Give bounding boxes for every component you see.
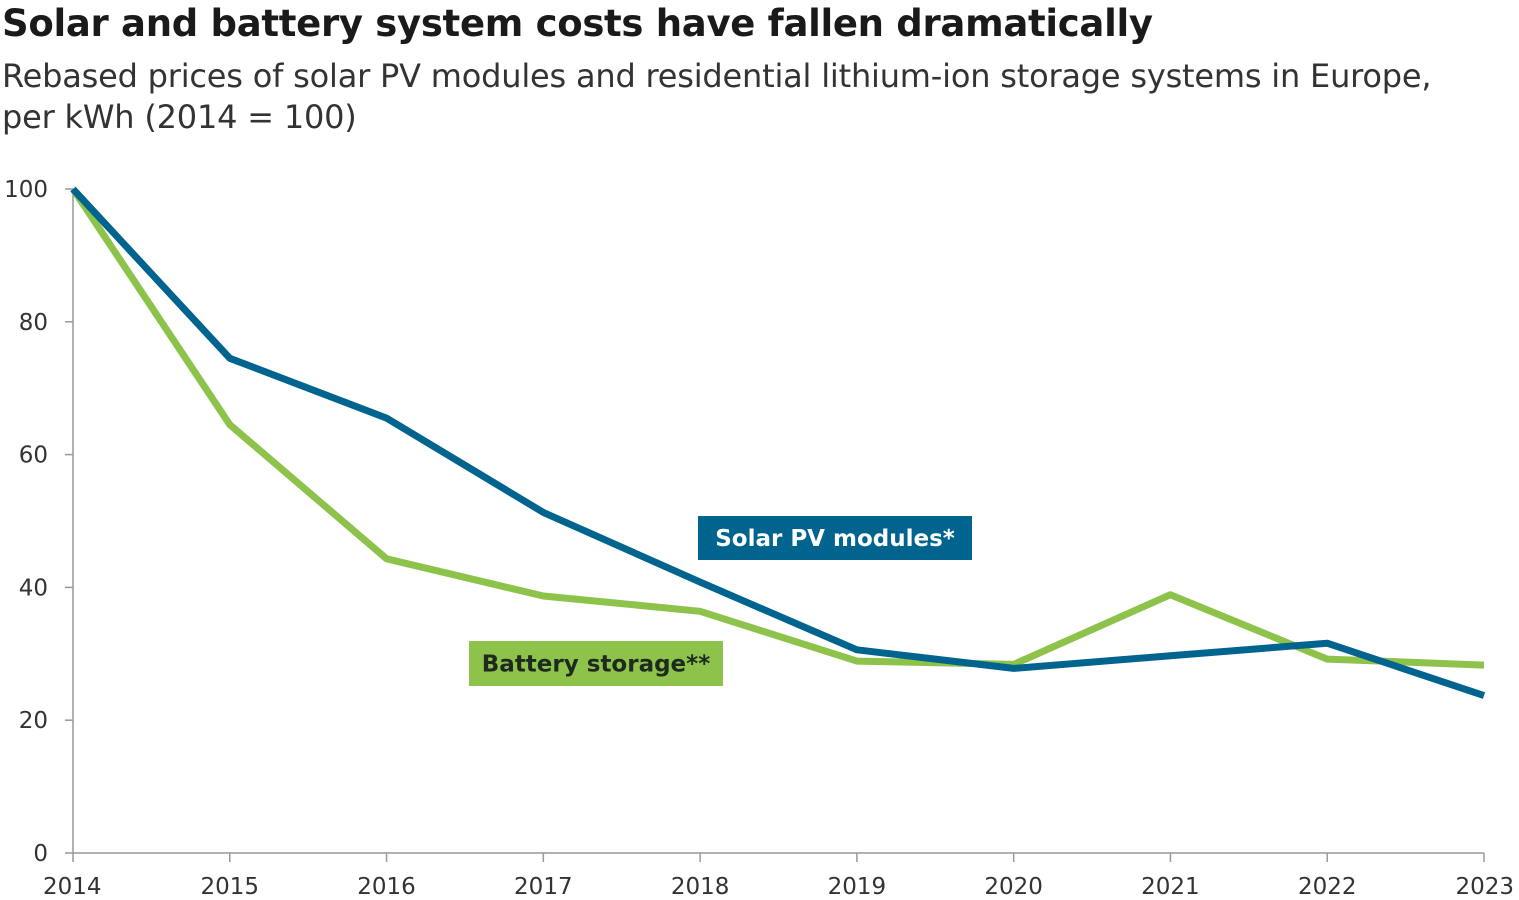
x-tick-label: 2018 (671, 874, 730, 900)
battery-storage-label-box (469, 641, 723, 686)
y-tick-label: 40 (19, 575, 48, 601)
chart-subtitle: Rebased prices of solar PV modules and r… (2, 57, 1432, 136)
x-tick-label: 2017 (514, 874, 573, 900)
series-lines (70, 186, 1486, 699)
y-tick-label: 100 (4, 177, 48, 203)
solar-pv-modules-line (70, 186, 1486, 699)
x-tick-label: 2023 (1455, 874, 1514, 900)
chart-title: Solar and battery system costs have fall… (2, 2, 1153, 45)
x-tick-label: 2021 (1141, 874, 1200, 900)
solar-pv-label-box (698, 516, 972, 560)
x-axis: 2014 2015 2016 2017 2018 2019 2020 2021 2022 2023 (43, 852, 1514, 900)
x-tick-label: 2014 (43, 874, 102, 900)
solar-pv-label: Solar PV modules* (698, 516, 972, 560)
x-tick-label: 2022 (1298, 874, 1357, 900)
battery-storage-label-text: Battery storage** (482, 652, 710, 678)
y-tick-label: 0 (33, 841, 48, 867)
x-tick-label: 2015 (201, 874, 260, 900)
x-tick-label: 2019 (828, 874, 887, 900)
y-tick-label: 20 (19, 708, 48, 734)
x-tick-label: 2020 (984, 874, 1043, 900)
y-axis: 0 20 40 60 80 100 (4, 177, 74, 867)
battery-storage-label: Battery storage** (469, 641, 723, 686)
x-tick-label: 2016 (357, 874, 416, 900)
series-labels: Solar PV modules* Battery storage** (469, 516, 972, 686)
solar-pv-label-text: Solar PV modules* (715, 526, 955, 552)
y-tick-label: 80 (19, 310, 48, 336)
y-tick-label: 60 (19, 443, 48, 469)
battery-storage-line (70, 187, 1485, 669)
